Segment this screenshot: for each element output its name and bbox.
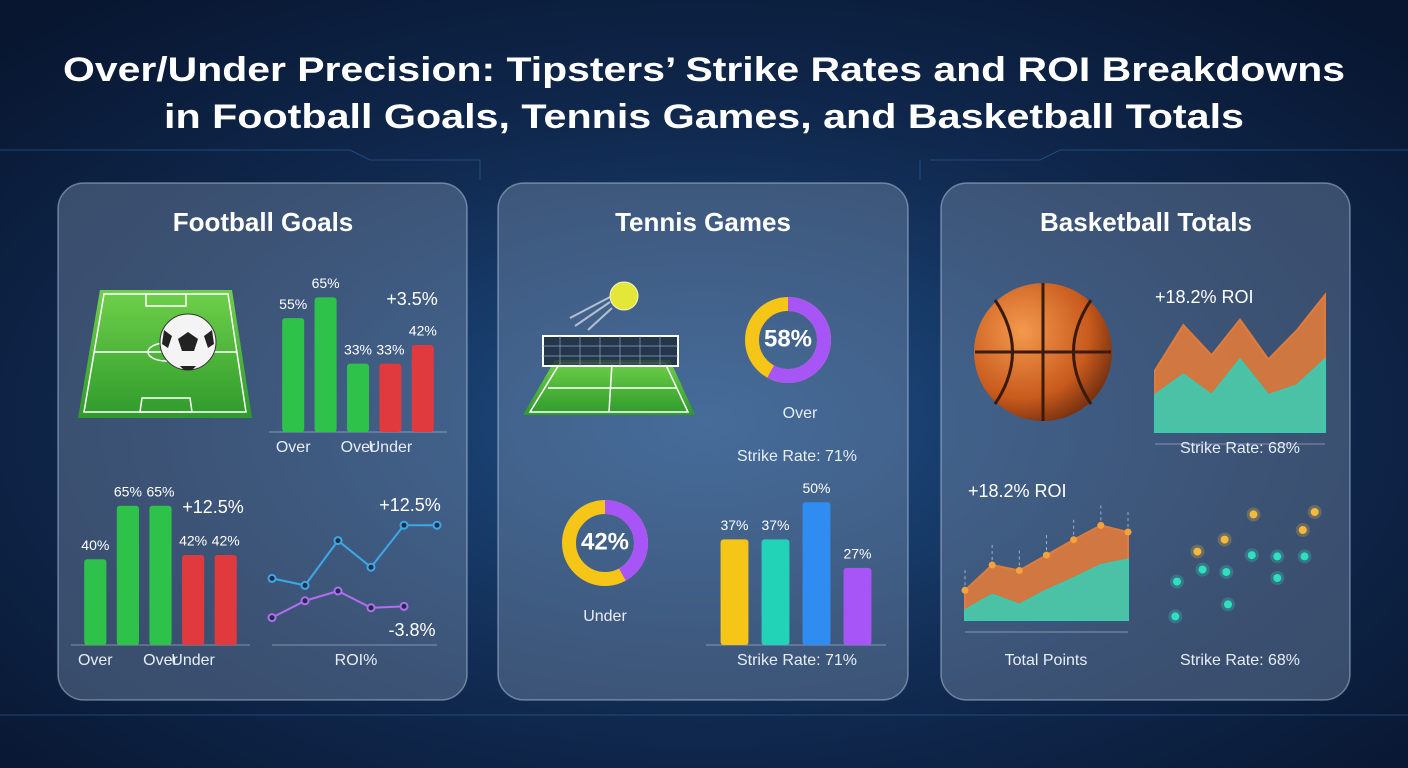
bar	[802, 502, 831, 645]
point	[399, 520, 409, 530]
bar	[379, 363, 402, 432]
point	[1273, 552, 1282, 561]
title-line: in Football Goals, Tennis Games, and Bas…	[164, 98, 1244, 136]
annotation: -3.8%	[388, 620, 435, 640]
category-label: Under	[369, 439, 413, 456]
bar	[214, 555, 237, 645]
point	[1310, 508, 1319, 516]
annotation: +18.2% ROI	[968, 481, 1067, 501]
basketball-illustration	[974, 283, 1112, 421]
point	[1015, 567, 1023, 574]
value-label: 33%	[376, 341, 404, 357]
point	[1193, 547, 1202, 556]
donut-segment	[604, 500, 648, 581]
annotation: +3.5%	[386, 289, 438, 309]
annotation: +18.2% ROI	[1155, 287, 1254, 307]
value-label: 50%	[802, 480, 830, 496]
value-label: 65%	[312, 275, 340, 291]
panels	[57, 182, 1351, 701]
bar	[282, 318, 305, 432]
tennis-illustration	[523, 281, 695, 415]
point	[961, 586, 969, 594]
point	[300, 596, 310, 606]
soccer-illustration	[78, 290, 252, 418]
category-label: Over	[143, 652, 178, 669]
bar	[84, 559, 107, 645]
value-label: 40%	[81, 537, 109, 553]
point	[1224, 600, 1232, 609]
point	[333, 536, 343, 546]
category-label: Over	[341, 439, 376, 456]
panel-title: Football Goals	[173, 207, 354, 237]
point	[1198, 565, 1207, 574]
point	[300, 580, 310, 590]
donut-label: Under	[583, 608, 627, 625]
value-label: 65%	[114, 483, 142, 499]
bar	[761, 539, 790, 645]
point	[1247, 551, 1256, 560]
bar	[720, 539, 749, 645]
x-axis-label: ROI%	[335, 652, 378, 669]
value-label: 33%	[344, 341, 372, 357]
point	[1171, 612, 1180, 621]
point	[1124, 528, 1132, 536]
point	[366, 603, 376, 613]
panel-title: Basketball Totals	[1040, 207, 1252, 237]
value-label: 27%	[843, 546, 871, 562]
category-label: Over	[78, 652, 113, 669]
value-label: 37%	[761, 517, 789, 533]
donut-value: 58%	[764, 325, 812, 352]
point	[267, 573, 277, 583]
value-label: 55%	[279, 296, 307, 312]
annotation: +12.5%	[379, 495, 441, 515]
annotation: +12.5%	[182, 497, 244, 517]
category-label: Under	[171, 652, 215, 669]
caption: Strike Rate: 68%	[1180, 440, 1300, 457]
value-label: 65%	[146, 483, 174, 499]
point	[267, 613, 277, 623]
value-label: 42%	[409, 323, 437, 339]
point	[399, 601, 409, 611]
bar	[411, 345, 434, 432]
caption: Strike Rate: 68%	[1180, 652, 1300, 669]
donut-segment	[767, 297, 831, 383]
point	[1097, 521, 1105, 529]
point	[1070, 536, 1078, 544]
line-series	[271, 524, 437, 587]
bar	[346, 363, 370, 432]
point	[1300, 552, 1309, 561]
area-series	[964, 558, 1129, 621]
point	[1220, 535, 1229, 544]
point	[1249, 510, 1258, 519]
value-label: 42%	[179, 533, 207, 549]
donut-value: 42%	[581, 528, 629, 555]
panel-title: Tennis Games	[615, 207, 791, 237]
subtitle: Strike Rate: 71%	[737, 448, 857, 465]
value-label: 37%	[720, 517, 748, 533]
value-label: 42%	[212, 533, 240, 549]
bar	[149, 505, 172, 645]
caption: Total Points	[1005, 652, 1088, 669]
point	[988, 561, 996, 569]
point	[366, 562, 376, 572]
area-series	[1154, 357, 1326, 433]
title-line: Over/Under Precision: Tipsters’ Strike R…	[63, 51, 1345, 89]
point	[1298, 526, 1307, 534]
point	[1222, 568, 1231, 576]
point	[1043, 551, 1050, 559]
bar	[116, 505, 139, 645]
point	[333, 586, 343, 596]
category-label: Over	[276, 439, 311, 456]
point	[1273, 574, 1282, 582]
decor-lines	[0, 149, 1408, 716]
point	[1173, 577, 1181, 586]
caption: Strike Rate: 71%	[737, 652, 857, 669]
donut-label: Over	[783, 405, 818, 422]
bar	[182, 555, 205, 645]
bar	[314, 297, 337, 432]
point	[432, 520, 442, 530]
bar	[843, 567, 872, 645]
